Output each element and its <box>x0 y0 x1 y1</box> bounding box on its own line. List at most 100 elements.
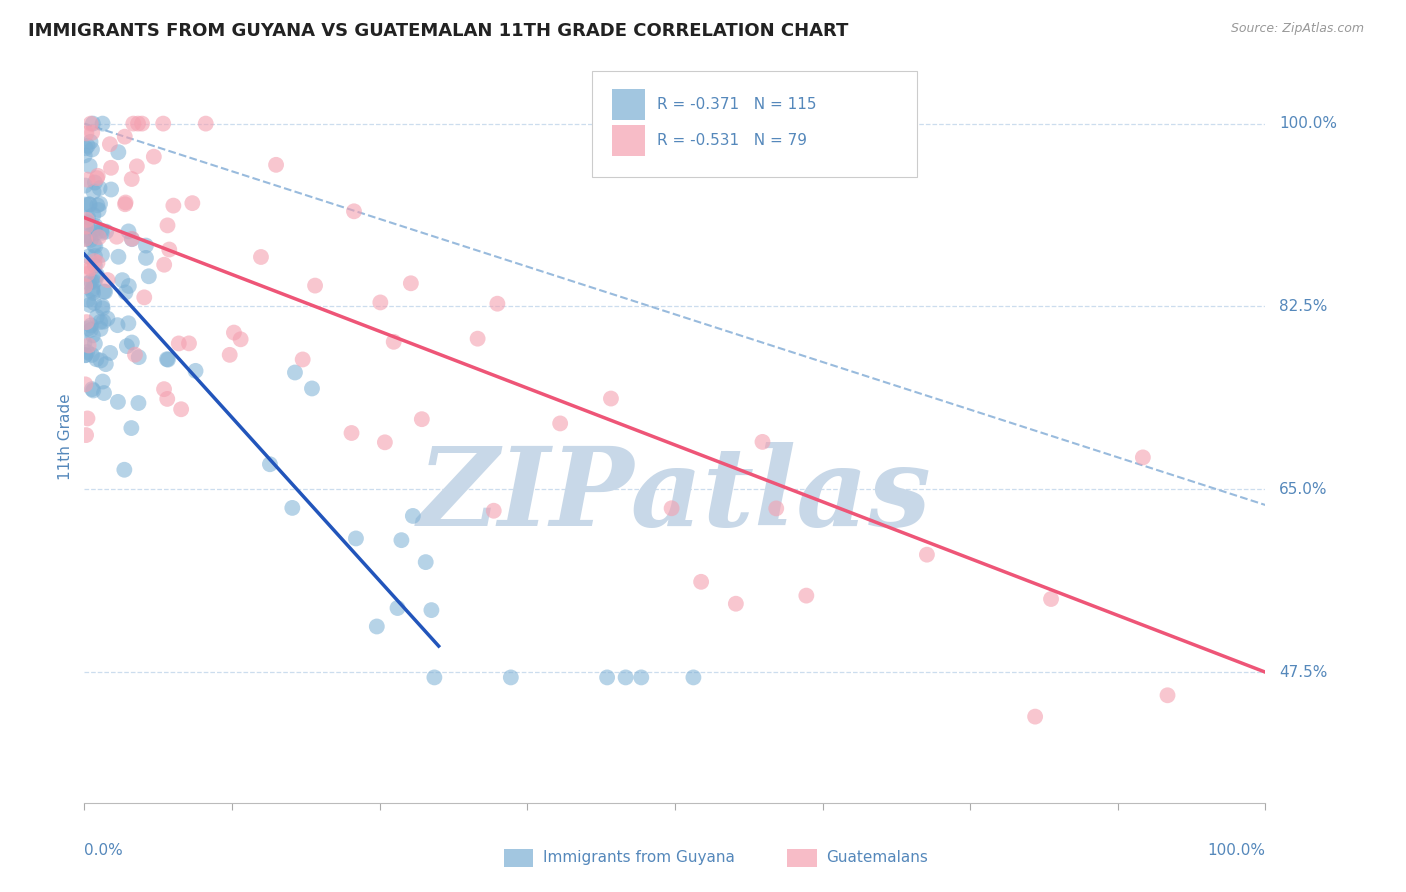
Point <box>86 171 108 186</box>
Point <box>96 311 118 326</box>
Point <box>90 224 112 238</box>
Point <box>114 197 136 211</box>
Point <box>82 382 104 396</box>
Point <box>77 197 100 211</box>
Point <box>157 243 180 257</box>
Point <box>77 276 100 290</box>
Point <box>120 421 142 435</box>
Point <box>118 279 141 293</box>
Bar <box>612 126 645 156</box>
Point <box>751 434 773 449</box>
Point <box>77 321 100 335</box>
Point <box>82 384 104 398</box>
Point <box>80 274 103 288</box>
Point <box>75 178 97 193</box>
Point <box>80 323 103 337</box>
Point <box>114 129 136 144</box>
Point <box>100 161 122 175</box>
Point <box>152 117 174 131</box>
Point <box>112 463 135 477</box>
Point <box>93 315 115 329</box>
Point <box>724 597 747 611</box>
Point <box>374 435 396 450</box>
Point <box>79 159 101 173</box>
Point <box>153 258 176 272</box>
Point <box>411 412 433 426</box>
Point <box>382 334 405 349</box>
Point <box>82 208 104 222</box>
Point <box>87 202 110 217</box>
Point <box>83 275 105 289</box>
Point <box>1040 592 1063 607</box>
Point <box>167 336 190 351</box>
Point <box>389 533 412 548</box>
Point <box>661 501 683 516</box>
Point <box>107 395 129 409</box>
Point <box>281 500 304 515</box>
Point <box>107 318 129 333</box>
Point <box>83 249 105 263</box>
Point <box>482 504 505 518</box>
Point <box>80 233 103 247</box>
Point <box>548 417 571 431</box>
Point <box>73 335 96 350</box>
Point <box>89 315 111 329</box>
Point <box>117 224 139 238</box>
Point <box>90 353 112 368</box>
Point <box>76 315 98 329</box>
Point <box>114 285 136 300</box>
Point <box>76 411 98 425</box>
Point <box>765 501 787 516</box>
Point <box>156 219 179 233</box>
Point <box>79 298 101 312</box>
Point <box>91 299 114 313</box>
Point <box>153 382 176 396</box>
Point <box>79 261 101 276</box>
Point <box>415 555 437 569</box>
Point <box>181 196 204 211</box>
Text: 82.5%: 82.5% <box>1279 299 1327 314</box>
Point <box>75 220 97 235</box>
Point <box>84 226 107 240</box>
Point <box>82 285 104 300</box>
Point <box>128 350 150 364</box>
Point <box>84 219 107 233</box>
Point <box>125 159 148 173</box>
Point <box>80 348 103 362</box>
Text: 0.0%: 0.0% <box>84 843 124 858</box>
Point <box>77 229 100 244</box>
Point <box>399 277 422 291</box>
Point <box>156 352 179 367</box>
Point <box>111 273 134 287</box>
Point <box>91 375 114 389</box>
Point <box>600 392 623 406</box>
Point <box>614 670 637 684</box>
Point <box>75 279 97 293</box>
Point <box>122 117 145 131</box>
Point <box>127 396 149 410</box>
Text: 65.0%: 65.0% <box>1279 482 1327 497</box>
Point <box>86 256 108 270</box>
Point <box>596 670 619 684</box>
Point <box>94 357 117 371</box>
Point <box>486 296 509 310</box>
Point <box>115 339 138 353</box>
Point <box>76 215 98 229</box>
Point <box>121 172 143 186</box>
Point <box>83 254 105 268</box>
Point <box>91 301 114 316</box>
Point <box>114 195 136 210</box>
Point <box>344 532 367 546</box>
Point <box>90 248 112 262</box>
Text: 100.0%: 100.0% <box>1279 116 1337 131</box>
Text: R = -0.371   N = 115: R = -0.371 N = 115 <box>657 96 817 112</box>
Point <box>93 285 115 299</box>
Point <box>83 336 105 351</box>
Point <box>156 392 179 406</box>
Point <box>340 425 363 440</box>
Point <box>83 238 105 252</box>
Point <box>690 574 713 589</box>
Point <box>420 603 443 617</box>
Point <box>131 117 153 131</box>
Point <box>77 250 100 264</box>
